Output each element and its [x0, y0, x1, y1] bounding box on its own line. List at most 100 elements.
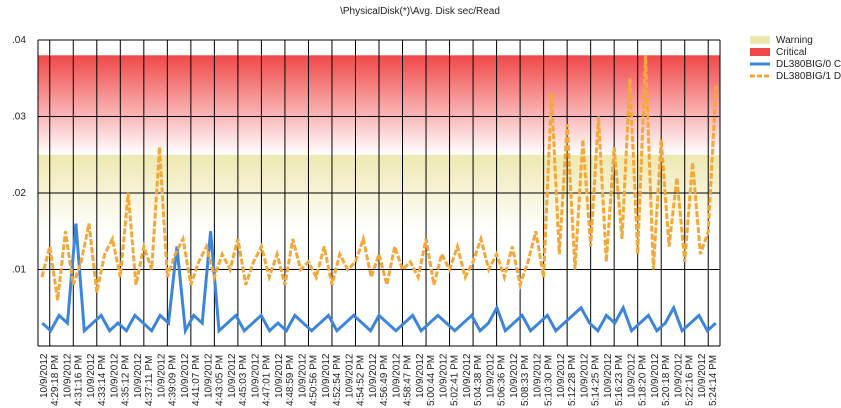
x-tick-label: 10/9/2012 5:12:28 PM	[556, 353, 578, 406]
x-tick-time: 4:58:47 PM	[403, 355, 414, 406]
x-tick-time: 5:22:16 PM	[685, 355, 696, 406]
x-tick-label: 10/9/2012 4:50:56 PM	[297, 353, 319, 406]
x-tick-label: 10/9/2012 5:24:14 PM	[697, 353, 719, 406]
x-tick-date: 10/9/2012	[86, 353, 97, 398]
x-tick-time: 4:48:59 PM	[285, 355, 296, 406]
x-tick-time: 5:08:33 PM	[520, 355, 531, 406]
x-tick-label: 10/9/2012 4:54:52 PM	[344, 353, 366, 406]
x-tick-date: 10/9/2012	[580, 353, 591, 398]
x-tick-time: 5:20:18 PM	[661, 355, 672, 406]
series-line	[40, 55, 718, 301]
legend-label: DL380BIG/0 C	[776, 59, 841, 70]
legend-swatch	[750, 48, 770, 56]
x-tick-date: 10/9/2012	[133, 353, 144, 398]
x-tick-time: 4:54:52 PM	[355, 355, 366, 406]
x-tick-label: 10/9/2012 5:00:44 PM	[415, 353, 437, 406]
x-tick-date: 10/9/2012	[603, 353, 614, 398]
x-tick-time: 4:35:12 PM	[120, 355, 131, 406]
x-tick-time: 4:29:18 PM	[50, 355, 61, 406]
x-tick-time: 5:16:23 PM	[614, 355, 625, 406]
legend-label: DL380BIG/1 D	[776, 71, 841, 82]
x-tick-time: 4:43:05 PM	[214, 355, 225, 406]
series-line	[41, 223, 717, 336]
x-tick-label: 10/9/2012 4:37:11 PM	[133, 353, 155, 406]
x-tick-date: 10/9/2012	[180, 353, 191, 398]
x-tick-date: 10/9/2012	[627, 353, 638, 398]
x-tick-label: 10/9/2012 4:52:54 PM	[321, 353, 343, 406]
x-tick-date: 10/9/2012	[392, 353, 403, 398]
y-tick-label: .04	[12, 35, 26, 46]
x-tick-time: 4:37:11 PM	[144, 356, 155, 406]
x-tick-label: 10/9/2012 5:04:38 PM	[462, 353, 484, 406]
x-tick-date: 10/9/2012	[674, 353, 685, 398]
x-tick-label: 10/9/2012 4:45:03 PM	[227, 353, 249, 406]
x-tick-time: 5:06:36 PM	[497, 355, 508, 406]
x-tick-time: 5:18:20 PM	[638, 355, 649, 406]
x-tick-label: 10/9/2012 4:39:09 PM	[156, 353, 178, 406]
x-tick-time: 4:33:14 PM	[97, 355, 108, 406]
x-tick-date: 10/9/2012	[462, 353, 473, 398]
x-tick-time: 4:52:54 PM	[332, 355, 343, 406]
legend-label: Warning	[776, 35, 813, 46]
x-tick-date: 10/9/2012	[297, 353, 308, 398]
x-tick-time: 5:14:25 PM	[591, 355, 602, 406]
x-tick-date: 10/9/2012	[344, 353, 355, 398]
x-tick-date: 10/9/2012	[439, 353, 450, 398]
y-tick-label: .03	[12, 112, 26, 123]
x-tick-date: 10/9/2012	[415, 353, 426, 398]
y-tick-label: .01	[12, 265, 26, 276]
x-tick-label: 10/9/2012 4:29:18 PM	[39, 353, 61, 406]
x-tick-time: 4:39:09 PM	[167, 355, 178, 406]
x-tick-date: 10/9/2012	[156, 353, 167, 398]
x-tick-label: 10/9/2012 5:06:36 PM	[486, 353, 508, 406]
x-tick-date: 10/9/2012	[533, 353, 544, 398]
x-tick-time: 4:45:03 PM	[238, 355, 249, 406]
x-tick-label: 10/9/2012 4:48:59 PM	[274, 353, 296, 406]
x-tick-label: 10/9/2012 5:14:25 PM	[580, 353, 602, 406]
x-tick-label: 10/9/2012 4:56:49 PM	[368, 353, 390, 406]
x-tick-time: 5:12:28 PM	[567, 355, 578, 406]
x-tick-date: 10/9/2012	[39, 353, 50, 398]
x-tick-time: 5:00:44 PM	[426, 355, 437, 406]
x-tick-date: 10/9/2012	[203, 353, 214, 398]
x-tick-label: 10/9/2012 5:10:30 PM	[533, 353, 555, 406]
x-tick-time: 4:56:49 PM	[379, 355, 390, 406]
x-tick-date: 10/9/2012	[227, 353, 238, 398]
x-tick-time: 5:04:38 PM	[473, 355, 484, 406]
x-tick-label: 10/9/2012 4:47:01 PM	[250, 353, 272, 406]
legend-label: Critical	[776, 47, 807, 58]
x-tick-date: 10/9/2012	[62, 353, 73, 398]
x-tick-date: 10/9/2012	[650, 353, 661, 398]
x-tick-time: 4:41:07 PM	[191, 355, 202, 406]
x-tick-date: 10/9/2012	[486, 353, 497, 398]
x-tick-time: 4:31:16 PM	[73, 355, 84, 406]
x-tick-date: 10/9/2012	[697, 353, 708, 398]
x-tick-label: 10/9/2012 5:02:41 PM	[439, 353, 461, 406]
x-tick-label: 10/9/2012 5:22:16 PM	[674, 353, 696, 406]
x-tick-date: 10/9/2012	[250, 353, 261, 398]
x-tick-label: 10/9/2012 4:43:05 PM	[203, 353, 225, 406]
chart-title: \PhysicalDisk(*)\Avg. Disk sec/Read	[340, 6, 500, 17]
x-tick-label: 10/9/2012 4:35:12 PM	[109, 353, 131, 406]
x-tick-date: 10/9/2012	[321, 353, 332, 398]
x-tick-time: 5:02:41 PM	[450, 355, 461, 406]
x-tick-label: 10/9/2012 4:33:14 PM	[86, 353, 108, 406]
x-tick-time: 5:10:30 PM	[544, 355, 555, 406]
x-tick-label: 10/9/2012 4:58:47 PM	[392, 353, 414, 406]
x-tick-label: 10/9/2012 5:18:20 PM	[627, 353, 649, 406]
x-tick-date: 10/9/2012	[556, 353, 567, 398]
x-tick-label: 10/9/2012 5:20:18 PM	[650, 353, 672, 406]
legend-swatch	[750, 36, 770, 44]
x-tick-date: 10/9/2012	[368, 353, 379, 398]
x-tick-date: 10/9/2012	[109, 353, 120, 398]
y-tick-label: .02	[12, 188, 26, 199]
x-tick-date: 10/9/2012	[509, 353, 520, 398]
x-tick-time: 5:24:14 PM	[708, 355, 719, 406]
x-tick-time: 4:47:01 PM	[261, 355, 272, 406]
x-tick-time: 4:50:56 PM	[308, 355, 319, 406]
x-tick-label: 10/9/2012 5:08:33 PM	[509, 353, 531, 406]
x-tick-label: 10/9/2012 4:41:07 PM	[180, 353, 202, 406]
x-tick-date: 10/9/2012	[274, 353, 285, 398]
x-tick-label: 10/9/2012 4:31:16 PM	[62, 353, 84, 406]
